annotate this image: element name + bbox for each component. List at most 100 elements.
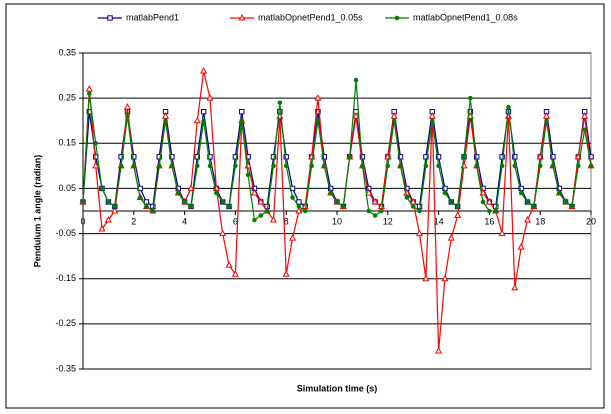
data-point (112, 204, 118, 209)
data-point (289, 234, 297, 241)
y-tick-label: 0.15 (58, 138, 76, 148)
data-point (302, 208, 308, 214)
data-point (125, 113, 130, 119)
data-point (200, 108, 207, 115)
data-point (220, 199, 225, 205)
data-point (436, 163, 441, 169)
data-point (93, 140, 98, 146)
data-point (588, 154, 594, 160)
data-point (352, 112, 360, 119)
data-point (454, 211, 462, 219)
data-point (85, 85, 93, 92)
data-point (226, 204, 232, 209)
x-tick-label: 4 (182, 216, 187, 226)
data-point (314, 94, 322, 101)
data-point (372, 213, 378, 218)
data-point (391, 118, 397, 124)
data-point (556, 190, 562, 196)
data-point (239, 108, 245, 115)
data-point (468, 95, 473, 101)
y-tick-label: 0.35 (58, 47, 76, 57)
data-point (449, 199, 454, 205)
data-point (512, 154, 518, 160)
data-point (144, 204, 149, 209)
data-point (506, 104, 511, 110)
y-tick-label: 0.25 (58, 93, 76, 103)
data-point (447, 234, 455, 241)
x-tick-label: 10 (332, 216, 342, 226)
data-point (416, 229, 424, 237)
data-point (544, 118, 549, 124)
data-point (537, 163, 543, 169)
data-point (169, 154, 175, 160)
data-point (111, 206, 119, 214)
data-point (385, 163, 391, 169)
data-point (207, 154, 213, 160)
data-point (283, 154, 289, 160)
data-point (485, 197, 493, 205)
data-point (131, 163, 137, 169)
data-point (264, 208, 270, 214)
data-point (487, 208, 492, 214)
x-tick-label: 20 (586, 216, 596, 226)
data-point (231, 270, 239, 277)
data-point (550, 154, 556, 160)
data-point (270, 154, 277, 160)
x-axis-label: Simulation time (s) (297, 383, 378, 393)
data-point (531, 204, 537, 209)
data-point (365, 188, 373, 196)
data-point (474, 163, 480, 169)
legend-label: matlabPend1 (126, 12, 179, 22)
data-point (269, 215, 278, 223)
data-point (576, 163, 581, 169)
data-point (131, 154, 137, 160)
data-point (258, 213, 264, 218)
data-point (428, 112, 436, 119)
data-point (80, 199, 86, 205)
data-point (321, 154, 328, 160)
data-point (219, 229, 227, 237)
data-point (123, 103, 131, 110)
data-point (232, 154, 239, 160)
data-point (379, 208, 384, 214)
y-tick-label: -0.15 (55, 273, 76, 283)
data-point (360, 163, 365, 169)
data-point (525, 199, 530, 205)
data-point (511, 283, 519, 291)
x-tick-label: 18 (535, 216, 545, 226)
data-point (225, 261, 233, 268)
data-point (582, 127, 587, 133)
data-point (429, 118, 435, 124)
data-point (409, 197, 417, 205)
data-point (233, 163, 238, 169)
x-tick-label: 12 (383, 216, 393, 226)
data-point (290, 195, 295, 200)
data-point (334, 199, 340, 205)
data-point (87, 91, 92, 96)
data-point (187, 184, 195, 191)
data-point (296, 199, 302, 205)
data-point (137, 195, 143, 200)
data-point (162, 112, 170, 119)
data-point (328, 190, 333, 196)
data-point (257, 197, 265, 205)
x-tick-label: 6 (233, 216, 238, 226)
x-tick-label: 16 (484, 216, 494, 226)
data-point (188, 204, 194, 209)
y-tick-label: -0.35 (55, 363, 76, 373)
data-point (442, 190, 448, 196)
data-point (341, 204, 346, 209)
data-point (480, 199, 486, 205)
data-point (371, 197, 379, 205)
data-point (543, 112, 551, 119)
data-point (353, 77, 359, 83)
legend-marker (107, 15, 113, 21)
y-tick-label: -0.25 (55, 318, 76, 328)
data-point (271, 163, 276, 169)
data-point (296, 204, 302, 209)
data-point (517, 243, 525, 250)
data-point (435, 346, 443, 354)
data-point (195, 163, 200, 169)
data-point (245, 172, 251, 178)
